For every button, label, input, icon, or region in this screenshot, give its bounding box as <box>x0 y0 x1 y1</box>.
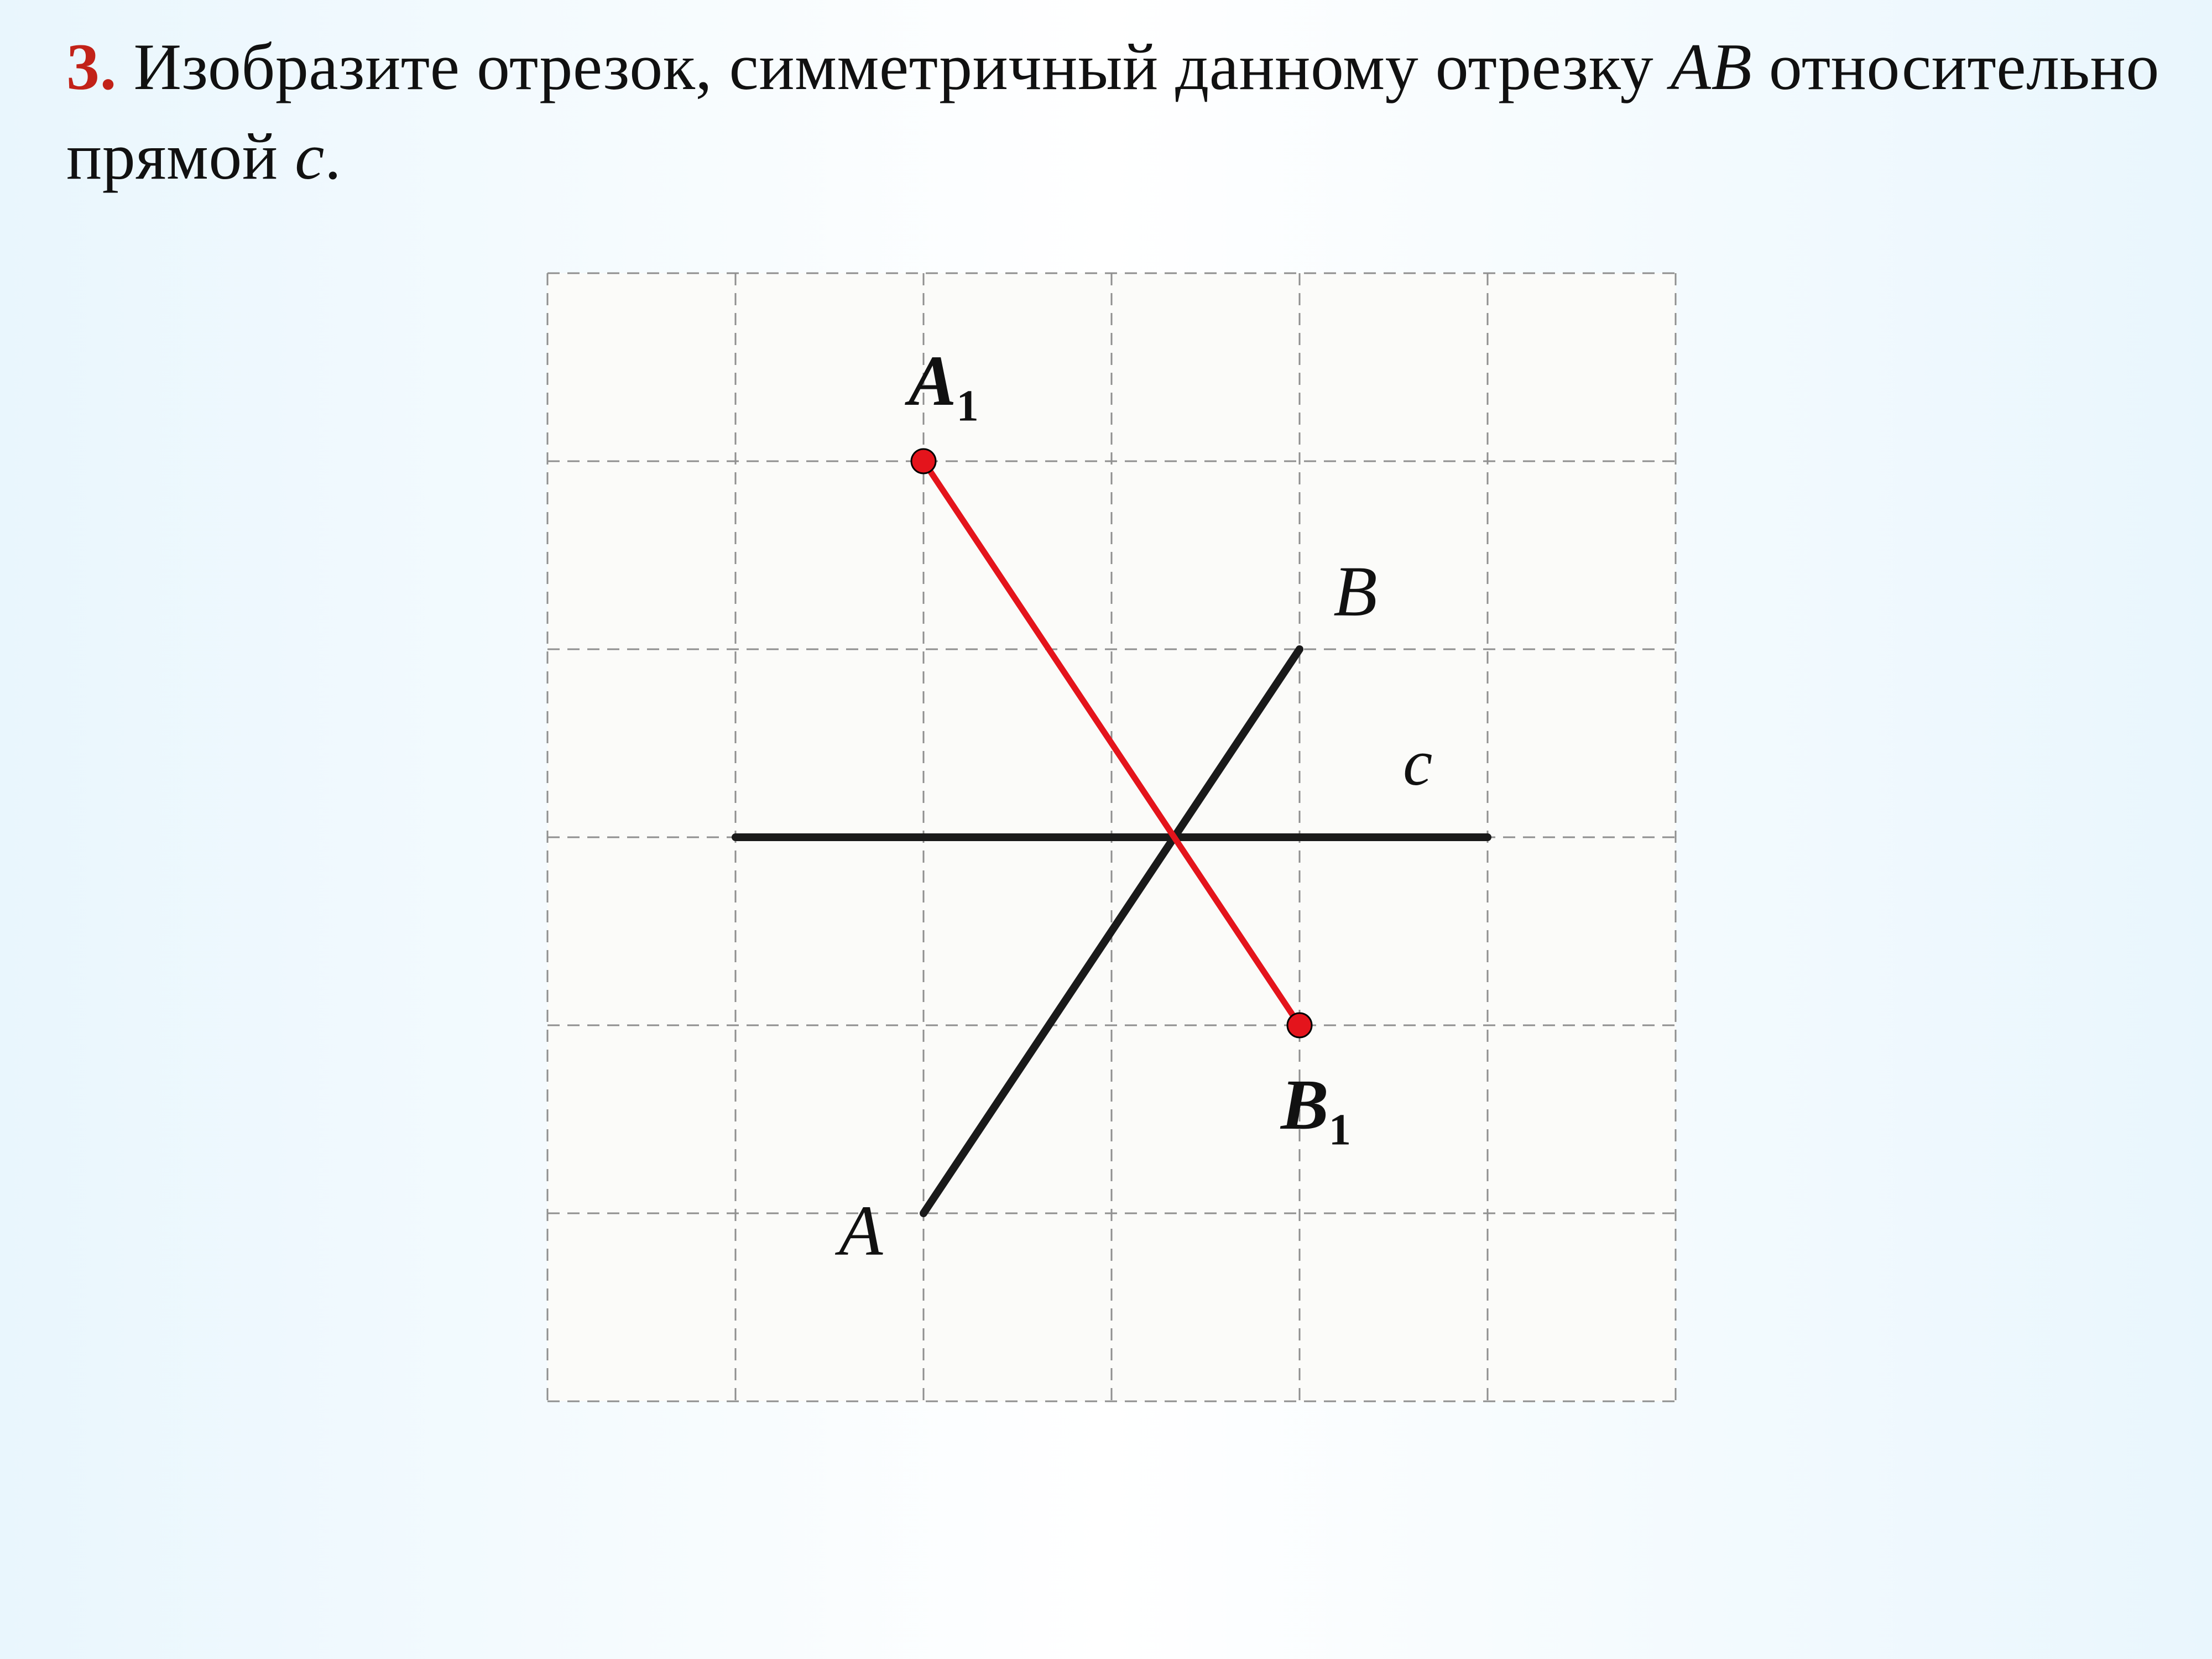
label-c: c <box>1403 726 1432 799</box>
problem-text-1: Изобразите отрезок, симметричный данному… <box>134 30 1671 103</box>
problem-statement: 3. Изобразите отрезок, симметричный данн… <box>66 22 2168 201</box>
page-root: 3. Изобразите отрезок, симметричный данн… <box>0 0 2212 1659</box>
problem-number: 3. <box>66 30 117 103</box>
geometry-figure: cABA1B1 <box>509 234 1725 1451</box>
segment-AB-name: AB <box>1671 30 1752 103</box>
line-c-name: c <box>295 119 325 193</box>
point-A1 <box>911 449 936 473</box>
problem-text-3: . <box>325 119 342 193</box>
label-A: A <box>834 1191 883 1271</box>
figure-container: cABA1B1 <box>66 234 2168 1451</box>
label-B: B <box>1333 552 1377 632</box>
point-B1 <box>1287 1013 1312 1037</box>
